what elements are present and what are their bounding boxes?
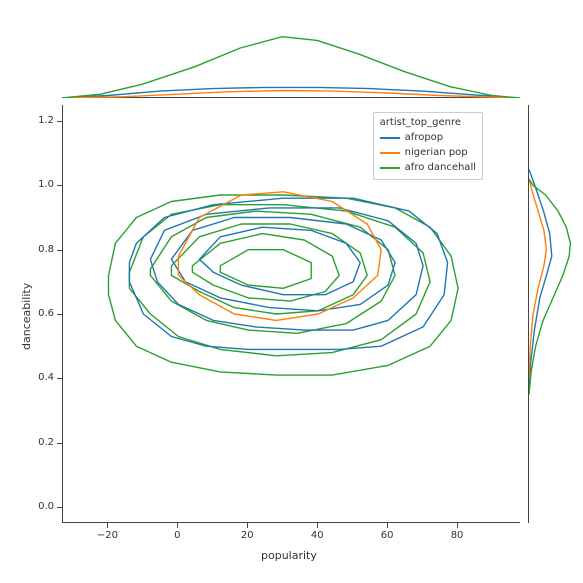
y-tick-mark <box>57 443 62 444</box>
y-tick-label: 0.0 <box>30 501 54 512</box>
x-tick-mark <box>107 523 108 528</box>
legend-label: afropop <box>405 130 443 145</box>
x-tick-label: −20 <box>92 530 122 541</box>
x-tick-mark <box>177 523 178 528</box>
y-tick-mark <box>57 250 62 251</box>
y-tick-label: 0.8 <box>30 244 54 255</box>
legend-swatch <box>380 152 400 154</box>
y-tick-label: 1.0 <box>30 179 54 190</box>
marginal-y-panel <box>528 105 573 523</box>
legend-item: afropop <box>380 130 476 145</box>
x-tick-mark <box>247 523 248 528</box>
y-tick-label: 0.4 <box>30 372 54 383</box>
x-axis-label: popularity <box>261 549 317 562</box>
legend-label: afro dancehall <box>405 160 476 175</box>
marginal-x-panel <box>62 30 520 98</box>
y-tick-label: 0.6 <box>30 308 54 319</box>
legend-label: nigerian pop <box>405 145 468 160</box>
x-tick-label: 0 <box>162 530 192 541</box>
marginal-x-kde <box>62 30 520 98</box>
x-tick-label: 20 <box>232 530 262 541</box>
x-tick-mark <box>387 523 388 528</box>
x-tick-label: 40 <box>302 530 332 541</box>
jointplot-figure: popularity danceability artist_top_genre… <box>0 0 583 583</box>
legend-title: artist_top_genre <box>380 117 476 128</box>
y-tick-mark <box>57 185 62 186</box>
y-tick-label: 0.2 <box>30 437 54 448</box>
x-tick-mark <box>457 523 458 528</box>
y-tick-mark <box>57 507 62 508</box>
x-tick-mark <box>317 523 318 528</box>
legend-swatch <box>380 137 400 139</box>
y-tick-label: 1.2 <box>30 115 54 126</box>
y-tick-mark <box>57 121 62 122</box>
x-tick-label: 60 <box>372 530 402 541</box>
x-tick-label: 80 <box>442 530 472 541</box>
legend-item: nigerian pop <box>380 145 476 160</box>
legend-swatch <box>380 167 400 169</box>
y-tick-mark <box>57 314 62 315</box>
y-tick-mark <box>57 378 62 379</box>
legend-box: artist_top_genre afropopnigerian popafro… <box>373 112 483 180</box>
marginal-y-kde <box>529 105 574 523</box>
legend-item: afro dancehall <box>380 160 476 175</box>
